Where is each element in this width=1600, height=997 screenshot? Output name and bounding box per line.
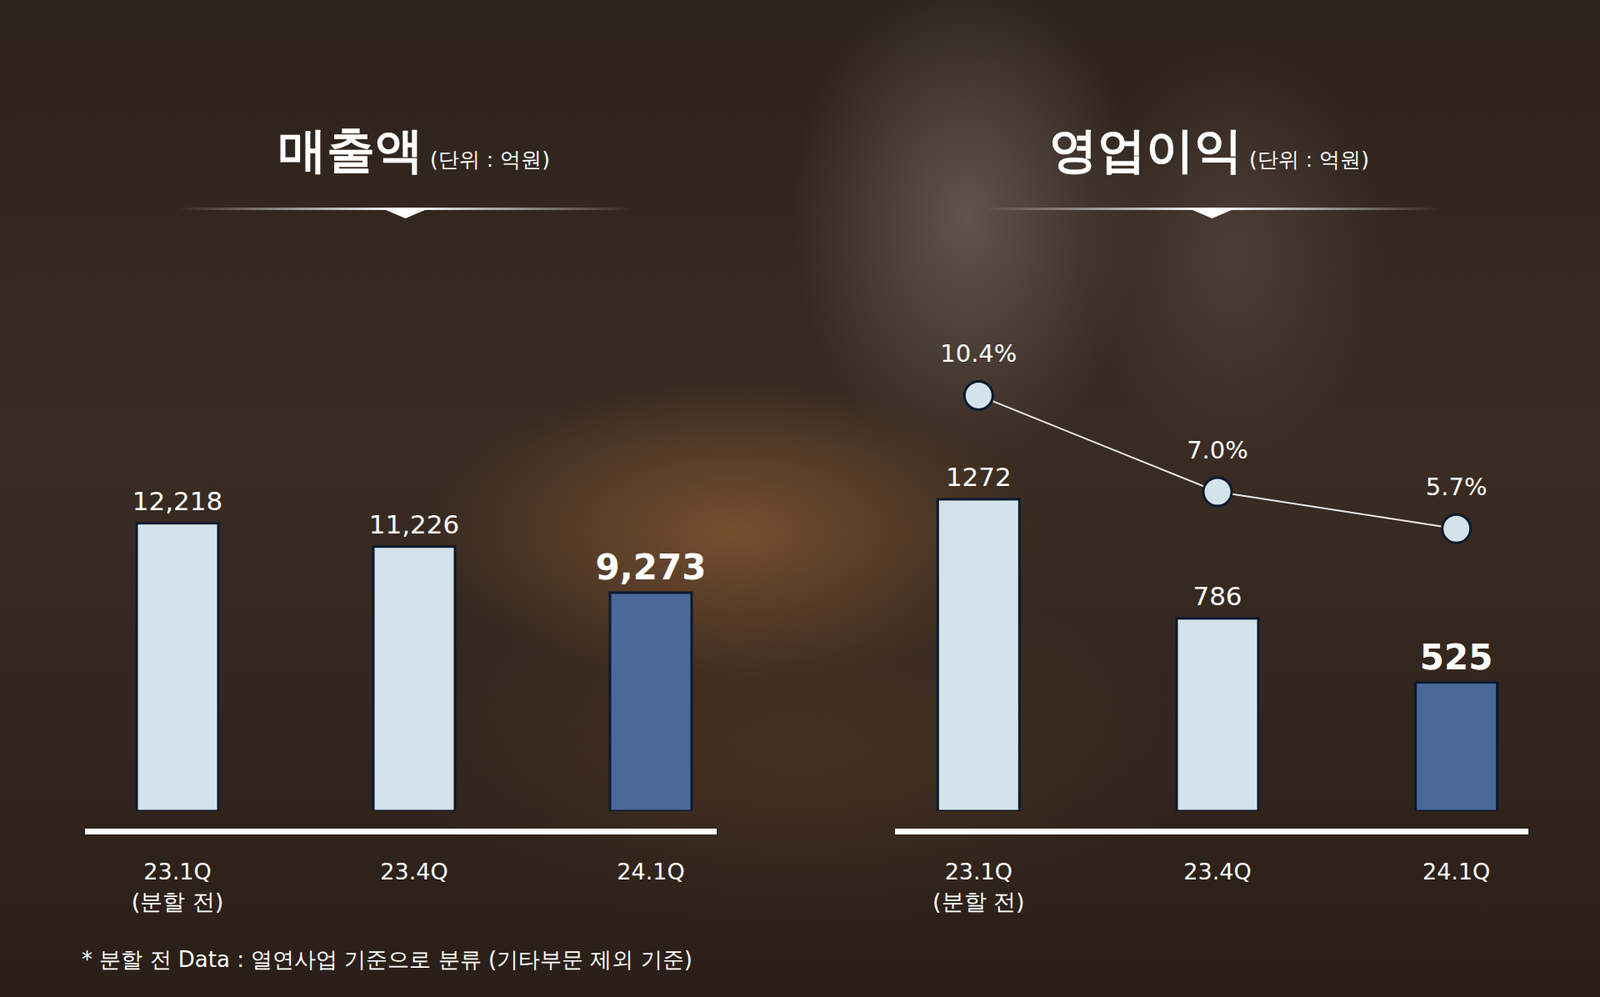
data-label: 7.0%: [1186, 435, 1249, 465]
x-tick-label: 23.4Q: [380, 858, 448, 885]
marker: [964, 380, 993, 410]
subtitle: (단위 : 억원): [430, 147, 550, 172]
marker: [1203, 477, 1232, 506]
x-tick-label: 23.1Q (분할 전): [131, 858, 225, 915]
bar: [610, 592, 692, 811]
data-label: 9,273: [595, 546, 707, 588]
subtitle: (단위 : 억원): [1249, 147, 1370, 172]
data-label: 10.4%: [940, 339, 1017, 368]
data-label: 1272: [945, 461, 1012, 492]
x-tick-label-line: (분할 전): [932, 888, 1025, 915]
bar: [937, 499, 1020, 811]
title-pointer: [1189, 208, 1236, 219]
x-tick-label: 23.4Q: [1183, 858, 1251, 885]
x-tick-label-line: 23.1Q: [143, 858, 211, 885]
line: [978, 395, 1456, 529]
bar: [1176, 618, 1259, 811]
x-tick-label-line: (분할 전): [131, 888, 225, 915]
data-label: 12,218: [132, 485, 223, 516]
data-label: 5.7%: [1425, 472, 1488, 501]
title: 영업이익(단위 : 억원): [1049, 121, 1370, 179]
x-tick-label-line: 24.1Q: [1422, 858, 1490, 885]
bar: [373, 546, 455, 811]
x-tick-label: 23.1Q (분할 전): [932, 858, 1025, 915]
x-tick-label-line: 23.4Q: [1183, 858, 1251, 885]
bar: [1415, 682, 1498, 811]
x-tick-label-line: 23.4Q: [380, 858, 448, 885]
bar: [136, 523, 219, 811]
title-text: 매출액: [278, 121, 424, 179]
x-tick-label-line: 24.1Q: [616, 858, 685, 885]
footnote: * 분할 전 Data : 열연사업 기준으로 분류 (기타부문 제외 기준): [81, 946, 693, 972]
data-label: 11,226: [369, 509, 460, 540]
title-text: 영업이익: [1049, 121, 1243, 179]
x-tick-label: 24.1Q: [1422, 858, 1490, 885]
data-label: 786: [1192, 580, 1242, 611]
x-tick-label: 24.1Q: [616, 858, 685, 885]
title-pointer: [382, 208, 430, 219]
data-label: 525: [1420, 636, 1494, 678]
plot-area: [937, 380, 1497, 811]
chart-canvas: 매출액(단위 : 억원)12,21811,2269,27323.1Q(분할 전)…: [0, 0, 1600, 997]
x-tick-label-line: 23.1Q: [945, 858, 1013, 885]
marker: [1442, 514, 1471, 543]
x-axis-line: [85, 828, 717, 835]
title: 매출액(단위 : 억원): [278, 121, 550, 179]
x-axis-line: [895, 828, 1529, 835]
